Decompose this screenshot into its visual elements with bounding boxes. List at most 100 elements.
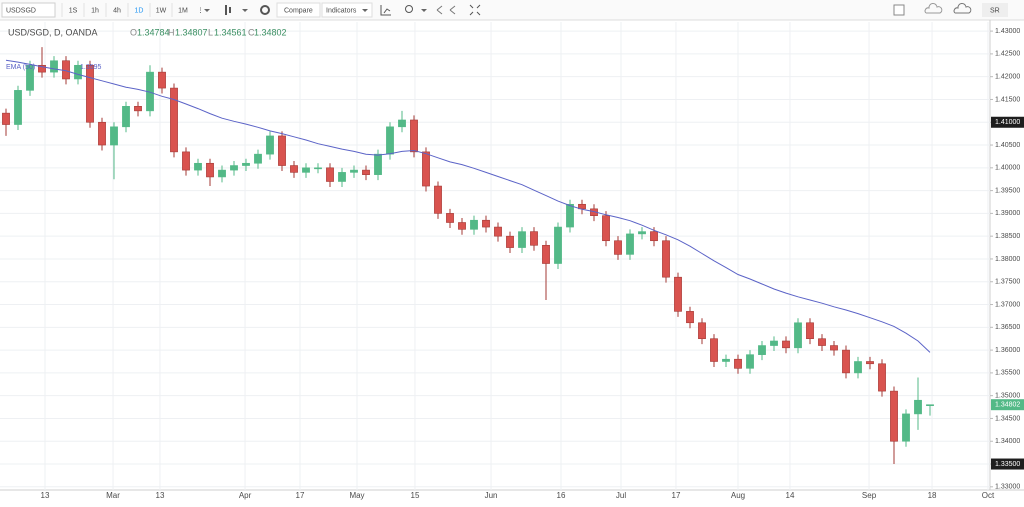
candle-body (266, 135, 274, 155)
candle-body (134, 106, 142, 112)
candle-body (842, 349, 850, 374)
interval-button[interactable]: 4h (113, 7, 121, 14)
candle-body (26, 64, 34, 91)
candle-body (302, 167, 310, 173)
y-tick-label: 1.34000 (995, 438, 1020, 445)
candle-body (710, 338, 718, 362)
y-tick-label: 1.39500 (995, 187, 1020, 194)
candle-body (398, 119, 406, 128)
x-tick-label: Sep (862, 491, 877, 500)
symbol[interactable]: USDSGD (6, 7, 36, 14)
y-tick-label: 1.34500 (995, 415, 1020, 422)
candle-body (518, 231, 526, 248)
candle-body (482, 219, 490, 228)
right-button-label[interactable]: SR (990, 7, 1000, 14)
x-tick-label: Jul (616, 491, 626, 500)
candle-body (914, 399, 922, 415)
candle-body (122, 106, 130, 128)
legend: USD/SGD, D, OANDA O 1.34784 H 1.34807 L … (6, 27, 287, 70)
candle-body (374, 153, 382, 175)
candle-body (194, 162, 202, 171)
candle-body (878, 363, 886, 392)
candle-body (662, 240, 670, 278)
ema-line (5, 59, 931, 353)
dropdown-arrow[interactable] (242, 9, 248, 12)
y-tick-label: 1.38500 (995, 233, 1020, 240)
y-tick-highlight (991, 458, 1024, 470)
y-tick-label: 1.41500 (995, 96, 1020, 103)
y-tick-label: 1.35500 (995, 370, 1020, 377)
x-tick-label: 15 (411, 491, 420, 500)
candle-body (722, 358, 730, 362)
candle-body (854, 361, 862, 374)
y-tick-label: 1.42500 (995, 51, 1020, 58)
interval-button[interactable]: 1W (156, 7, 167, 14)
fullscreen-icon[interactable] (469, 4, 481, 16)
legend-open: 1.34784 (137, 27, 170, 37)
compare-label[interactable]: Compare (284, 7, 313, 14)
candle-body (650, 231, 658, 242)
candle-body (806, 322, 814, 340)
candle-body (86, 64, 94, 123)
dropdown-arrow[interactable] (362, 9, 368, 12)
candle-body (470, 219, 478, 230)
more-dots[interactable]: ⋮ (197, 7, 204, 14)
layout-icon[interactable] (893, 4, 905, 16)
legend-o: O (130, 27, 137, 37)
candle-body (362, 169, 370, 175)
candle-body (890, 390, 898, 442)
candle-body (506, 235, 514, 248)
y-tick-label: 1.37500 (995, 279, 1020, 286)
interval-button[interactable]: 1h (91, 7, 99, 14)
candle-body (794, 322, 802, 349)
cloud-save-icon[interactable] (953, 3, 972, 14)
interval-group: 1S 1h 4h 1D 1W 1M (61, 3, 188, 17)
right-button[interactable] (982, 3, 1008, 17)
cloud-icon[interactable] (924, 3, 943, 14)
x-tick-label: May (349, 491, 364, 500)
interval-button[interactable]: 1S (69, 7, 78, 14)
x-tick-label: Aug (731, 491, 745, 500)
candle-body (242, 162, 250, 166)
candle-body (182, 151, 190, 171)
candle-body (554, 226, 562, 264)
interval-button[interactable]: 1D (135, 7, 144, 14)
candle-body (50, 60, 58, 73)
candle-body (98, 121, 106, 146)
x-tick-label: 14 (786, 491, 795, 500)
symbol-box[interactable] (1, 2, 56, 18)
candle-body (278, 135, 286, 166)
ema-legend-name: EMA (50) (6, 64, 35, 71)
candle-body (110, 126, 118, 146)
chart-style-icon[interactable] (225, 5, 231, 15)
indicators-button[interactable] (321, 2, 373, 18)
dropdown-arrow[interactable] (421, 9, 427, 12)
legend-l: L (208, 27, 213, 37)
indicators-label[interactable]: Indicators (326, 7, 357, 14)
dropdown-arrow[interactable] (204, 9, 210, 12)
interval-button[interactable]: 1M (178, 7, 188, 14)
candle-body (818, 338, 826, 346)
alert-icon[interactable] (405, 5, 413, 13)
candle-body (782, 340, 790, 349)
candle-body (542, 244, 550, 264)
undo-redo-icon[interactable] (436, 5, 456, 15)
legend-c: C (248, 27, 255, 37)
y-tick-label: 1.33000 (995, 484, 1020, 491)
candle-body (206, 162, 214, 178)
candle-body (698, 322, 706, 340)
candle-body (770, 340, 778, 346)
compare-button[interactable] (276, 2, 321, 18)
candle-body (386, 126, 394, 155)
x-tick-label: 18 (928, 491, 937, 500)
candle-body (14, 90, 22, 125)
candle-body (758, 345, 766, 355)
y-tick-label: 1.42000 (995, 74, 1020, 81)
legend-low: 1.34561 (214, 27, 247, 37)
candle-body (170, 87, 178, 153)
template-icon[interactable] (380, 5, 391, 16)
settings-icon[interactable] (260, 5, 270, 15)
candle-body (290, 165, 298, 173)
